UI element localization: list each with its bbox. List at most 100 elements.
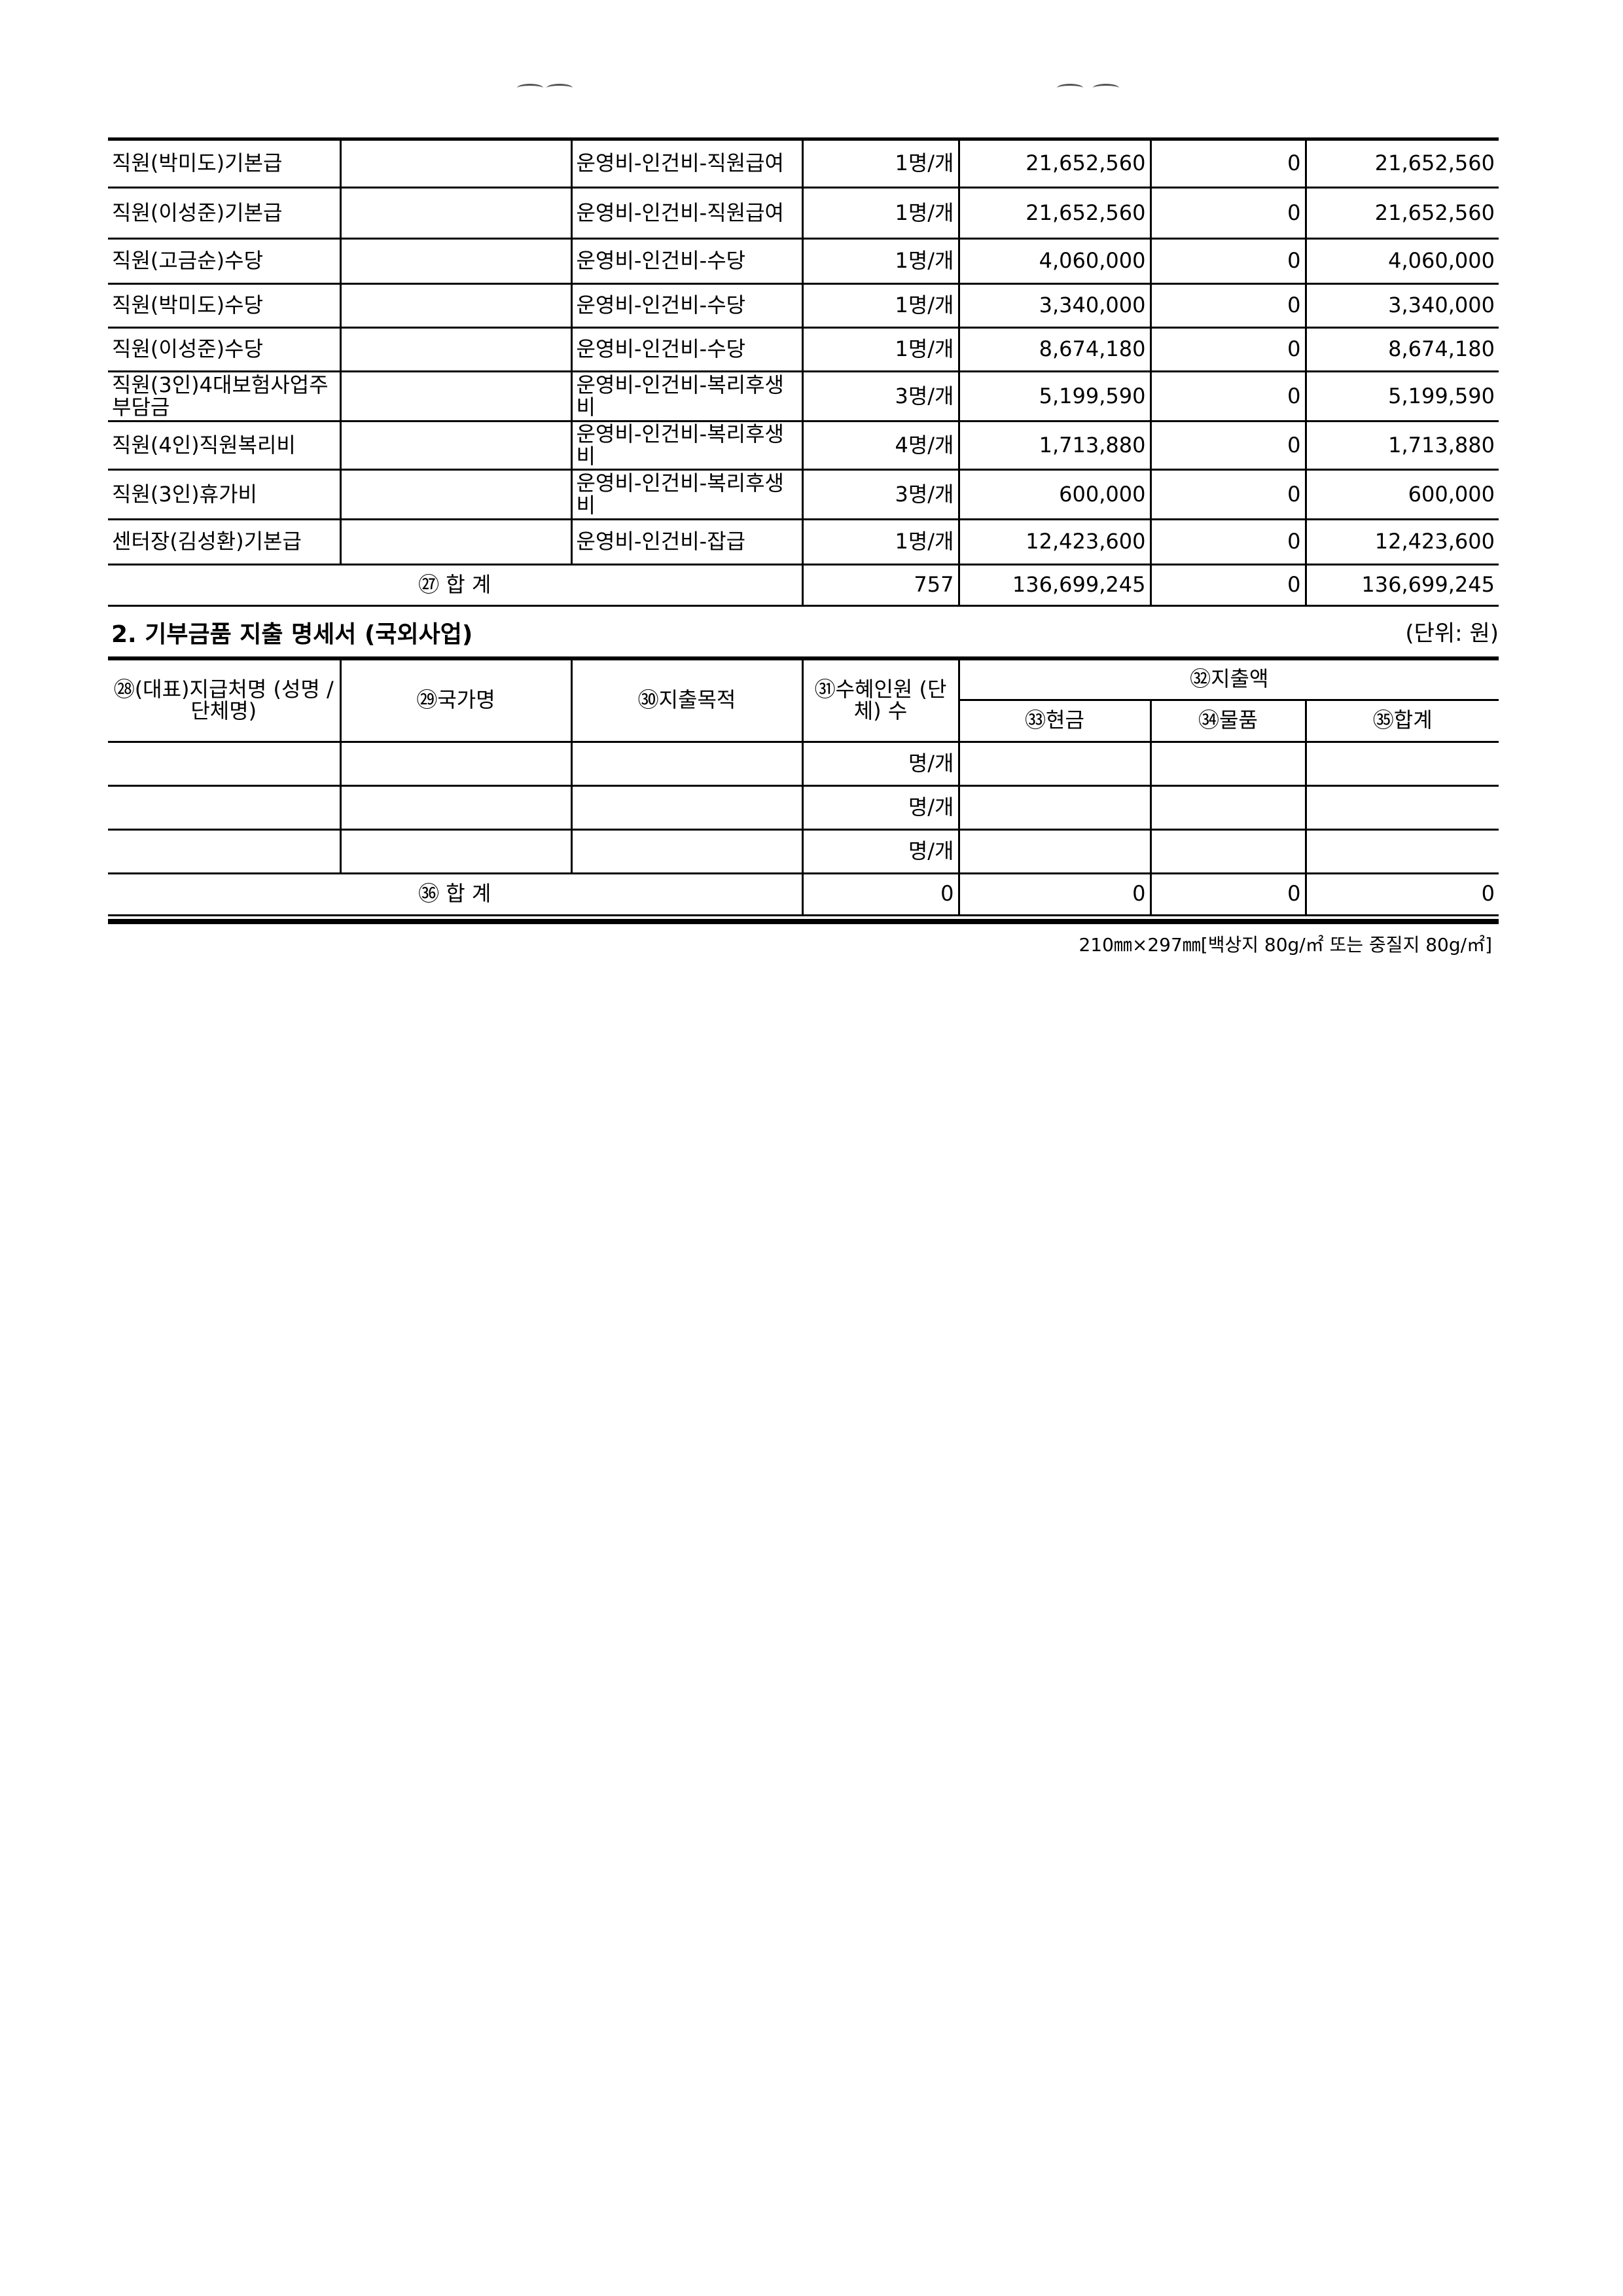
account: 운영비-인건비-직원급여	[570, 138, 804, 188]
blank-cell	[339, 138, 573, 188]
double-rule	[108, 919, 1499, 924]
table1-total-row: ㉗ 합 계 757 136,699,245 0 136,699,245	[108, 564, 1499, 607]
account: 운영비-인건비-수당	[570, 327, 804, 372]
account: 운영비-인건비-복리후생비	[570, 420, 804, 471]
empty-cell	[339, 740, 573, 787]
empty-cell	[339, 784, 573, 831]
table-row: 직원(이성준)기본급 운영비-인건비-직원급여 1명/개 21,652,560 0 21,…	[108, 187, 1499, 240]
count: 3명/개	[801, 370, 960, 422]
scan-mark	[546, 84, 573, 92]
total-label: ㊱ 합 계	[108, 872, 804, 916]
count: 1명/개	[801, 238, 960, 285]
total: 8,674,180	[1304, 327, 1499, 372]
domestic-expenditure-table: 직원(박미도)기본급 운영비-인건비-직원급여 1명/개 21,652,560 0 21,…	[108, 137, 1499, 607]
table-row: 직원(고금순)수당 운영비-인건비-수당 1명/개 4,060,000 0 4,060,0…	[108, 238, 1499, 285]
overseas-expenditure-table: ㉘(대표)지급처명 (성명 / 단체명) ㉙국가명 ㉚지출목적 ㉛수혜인원 (단…	[108, 656, 1499, 916]
count: 1명/개	[801, 518, 960, 565]
table-row: 직원(박미도)수당 운영비-인건비-수당 1명/개 3,340,000 0 3,340,0…	[108, 283, 1499, 329]
table2-total-row: ㊱ 합 계 0 0 0 0	[108, 872, 1499, 916]
paper-spec: 210㎜×297㎜[백상지 80g/㎡ 또는 중질지 80g/㎡]	[1079, 934, 1492, 956]
blank-cell	[339, 238, 573, 285]
empty-cell	[957, 784, 1152, 831]
goods: 0	[1149, 370, 1307, 422]
total-label: ㉗ 합 계	[108, 564, 804, 607]
cash: 12,423,600	[957, 518, 1152, 565]
item-name: 직원(이성준)수당	[108, 327, 342, 372]
count: 명/개	[801, 828, 960, 874]
total: 21,652,560	[1304, 138, 1499, 188]
unit-label: (단위: 원)	[1405, 620, 1499, 647]
account: 운영비-인건비-잡급	[570, 518, 804, 565]
cash: 1,713,880	[957, 420, 1152, 471]
total: 21,652,560	[1304, 187, 1499, 240]
empty-cell	[957, 740, 1152, 787]
count: 1명/개	[801, 187, 960, 240]
empty-cell	[570, 740, 804, 787]
goods: 0	[1149, 469, 1307, 520]
count: 1명/개	[801, 327, 960, 372]
table-row: 직원(이성준)수당 운영비-인건비-수당 1명/개 8,674,180 0 8,674,1…	[108, 327, 1499, 372]
cash: 3,340,000	[957, 283, 1152, 329]
cash: 21,652,560	[957, 138, 1152, 188]
account: 운영비-인건비-복리후생비	[570, 469, 804, 520]
total: 3,340,000	[1304, 283, 1499, 329]
empty-cell	[1304, 784, 1499, 831]
table-row: 직원(4인)직원복리비 운영비-인건비-복리후생비 4명/개 1,713,880 0 1,…	[108, 420, 1499, 471]
total-sum: 0	[1304, 872, 1499, 916]
item-name: 직원(박미도)수당	[108, 283, 342, 329]
goods: 0	[1149, 518, 1307, 565]
empty-cell	[570, 828, 804, 874]
item-name: 직원(박미도)기본급	[108, 138, 342, 188]
count: 1명/개	[801, 138, 960, 188]
item-name: 직원(고금순)수당	[108, 238, 342, 285]
empty-cell	[108, 828, 342, 874]
empty-cell	[570, 784, 804, 831]
blank-cell	[339, 187, 573, 240]
account: 운영비-인건비-직원급여	[570, 187, 804, 240]
cash: 4,060,000	[957, 238, 1152, 285]
total: 600,000	[1304, 469, 1499, 520]
total: 12,423,600	[1304, 518, 1499, 565]
blank-cell	[339, 469, 573, 520]
table-row: 명/개	[108, 740, 1499, 787]
cash: 8,674,180	[957, 327, 1152, 372]
empty-cell	[1149, 784, 1307, 831]
blank-cell	[339, 420, 573, 471]
header-cash: ㉝현금	[959, 698, 1152, 743]
empty-cell	[108, 784, 342, 831]
count: 명/개	[801, 784, 960, 831]
header-recipients: ㉛수혜인원 (단체) 수	[801, 657, 960, 743]
goods: 0	[1149, 327, 1307, 372]
header-total: ㉟합계	[1304, 698, 1499, 743]
total-count: 0	[801, 872, 960, 916]
total-cash: 0	[957, 872, 1152, 916]
header-country: ㉙국가명	[339, 657, 573, 743]
account: 운영비-인건비-수당	[570, 238, 804, 285]
empty-cell	[339, 828, 573, 874]
cash: 21,652,560	[957, 187, 1152, 240]
count: 1명/개	[801, 283, 960, 329]
goods: 0	[1149, 238, 1307, 285]
total-goods: 0	[1149, 564, 1307, 607]
section-title: 2. 기부금품 지출 명세서 (국외사업)	[111, 621, 473, 648]
total-goods: 0	[1149, 872, 1307, 916]
total-count: 757	[801, 564, 960, 607]
empty-cell	[108, 740, 342, 787]
scan-mark	[517, 84, 543, 92]
table-row: 직원(3인)4대보험사업주부담금 운영비-인건비-복리후생비 3명/개 5,199,5…	[108, 370, 1499, 422]
goods: 0	[1149, 283, 1307, 329]
total: 5,199,590	[1304, 370, 1499, 422]
total-cash: 136,699,245	[957, 564, 1152, 607]
blank-cell	[339, 518, 573, 565]
scan-mark	[1093, 84, 1119, 92]
empty-cell	[1304, 740, 1499, 787]
empty-cell	[957, 828, 1152, 874]
count: 명/개	[801, 740, 960, 787]
item-name: 직원(4인)직원복리비	[108, 420, 342, 471]
blank-cell	[339, 327, 573, 372]
cash: 600,000	[957, 469, 1152, 520]
total-sum: 136,699,245	[1304, 564, 1499, 607]
table-row: 직원(박미도)기본급 운영비-인건비-직원급여 1명/개 21,652,560 0 21,…	[108, 138, 1499, 188]
scan-mark	[1057, 84, 1083, 92]
blank-cell	[339, 370, 573, 422]
